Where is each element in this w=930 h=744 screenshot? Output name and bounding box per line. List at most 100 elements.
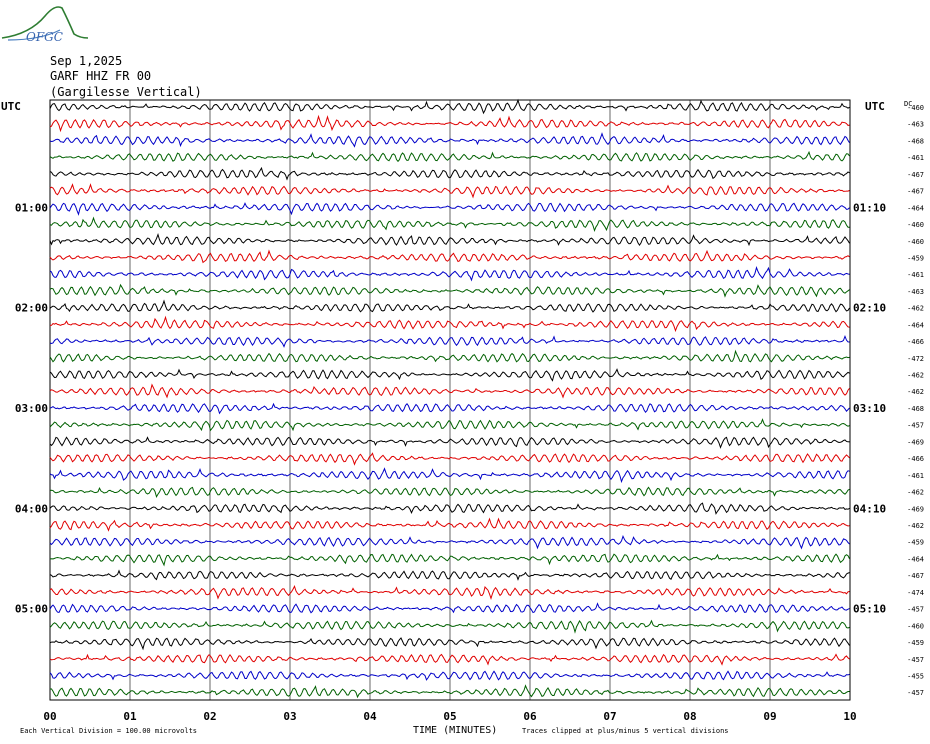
logo-text: OFGC: [26, 30, 63, 44]
x-tick-05: 05: [443, 710, 456, 723]
trace-7: [49, 216, 850, 232]
trace-6: [49, 202, 850, 216]
trace-25: [49, 517, 850, 532]
dc-label: DC: [904, 100, 912, 108]
dc-offset-32: -459: [907, 639, 924, 647]
dc-offset-5: -467: [907, 188, 924, 196]
trace-35: [49, 684, 850, 699]
right-time-03:10: 03:10: [853, 402, 886, 415]
seismic-traces: [49, 98, 850, 699]
trace-11: [49, 283, 850, 298]
trace-32: [49, 637, 850, 651]
x-tick-08: 08: [683, 710, 696, 723]
dc-offset-17: -462: [907, 388, 924, 396]
station-code: GARF HHZ FR 00: [50, 69, 152, 83]
dc-offset-34: -455: [907, 672, 924, 680]
x-tick-00: 00: [43, 710, 56, 723]
dc-offset-20: -469: [907, 438, 924, 446]
x-tick-04: 04: [363, 710, 377, 723]
x-axis-label: TIME (MINUTES): [413, 725, 497, 736]
trace-18: [49, 402, 850, 415]
dc-offset-labels: -460 -463 -468 -461 -467 -467 -464 -460 -460 -459…: [907, 104, 924, 697]
right-time-05:10: 05:10: [853, 603, 886, 616]
dc-offset-28: -467: [907, 572, 924, 580]
station-location: (Gargilesse Vertical): [50, 85, 202, 99]
trace-29: [49, 585, 850, 600]
dc-offset-9: -459: [907, 254, 924, 262]
trace-19: [49, 418, 850, 432]
trace-28: [49, 569, 850, 581]
trace-15: [49, 349, 850, 363]
trace-4: [49, 166, 850, 181]
dc-offset-14: -466: [907, 338, 924, 346]
trace-26: [49, 534, 850, 550]
dc-offset-29: -474: [907, 589, 924, 597]
trace-12: [49, 299, 850, 313]
trace-34: [49, 670, 850, 681]
right-time-02:10: 02:10: [853, 302, 886, 315]
left-time-04:00: 04:00: [15, 502, 48, 515]
left-time-05:00: 05:00: [15, 603, 48, 616]
right-time-04:10: 04:10: [853, 502, 886, 515]
trace-1: [49, 114, 850, 133]
left-utc-label: UTC: [1, 100, 21, 113]
x-tick-09: 09: [763, 710, 776, 723]
dc-offset-23: -462: [907, 489, 924, 497]
dc-offset-21: -466: [907, 455, 924, 463]
dc-offset-1: -463: [907, 121, 924, 129]
x-tick-06: 06: [523, 710, 537, 723]
dc-offset-18: -468: [907, 405, 924, 413]
dc-offset-8: -460: [907, 238, 924, 246]
trace-3: [49, 150, 850, 163]
clip-note: Traces clipped at plus/minus 5 vertical …: [522, 727, 729, 735]
vertical-grid: [129, 100, 771, 700]
dc-offset-11: -463: [907, 288, 924, 296]
left-time-02:00: 02:00: [15, 302, 48, 315]
dc-offset-15: -472: [907, 355, 924, 363]
trace-5: [49, 183, 850, 199]
trace-31: [49, 619, 850, 634]
right-time-labels: 01:10 02:10 03:10 04:10 05:10: [853, 201, 886, 615]
trace-33: [49, 653, 850, 666]
x-tick-02: 02: [203, 710, 216, 723]
dc-offset-13: -464: [907, 321, 924, 329]
left-time-labels: 01:00 02:00 03:00 04:00 05:00: [15, 201, 48, 615]
trace-13: [49, 315, 850, 333]
trace-22: [49, 467, 850, 484]
trace-30: [49, 602, 850, 614]
x-tick-labels: 00 01 02 03 04 05 06 07 08 09 10: [43, 710, 856, 723]
dc-offset-22: -461: [907, 472, 924, 480]
x-tick-10: 10: [843, 710, 856, 723]
trace-10: [49, 266, 850, 282]
dc-offset-27: -464: [907, 555, 924, 563]
trace-8: [49, 233, 850, 247]
left-time-03:00: 03:00: [15, 402, 48, 415]
dc-offset-25: -462: [907, 522, 924, 530]
dc-offset-19: -457: [907, 422, 924, 430]
dc-offset-12: -462: [907, 305, 924, 313]
trace-2: [49, 132, 850, 148]
dc-offset-10: -461: [907, 271, 924, 279]
trace-27: [49, 553, 850, 567]
trace-14: [49, 334, 850, 348]
right-utc-label: UTC: [865, 100, 885, 113]
dc-offset-7: -460: [907, 221, 924, 229]
trace-0: [49, 98, 850, 115]
x-tick-01: 01: [123, 710, 137, 723]
dc-offset-2: -468: [907, 137, 924, 145]
trace-17: [49, 383, 850, 399]
dc-offset-6: -464: [907, 204, 924, 212]
left-time-01:00: 01:00: [15, 201, 48, 214]
dc-offset-24: -469: [907, 505, 924, 513]
dc-offset-33: -457: [907, 656, 924, 664]
trace-9: [49, 249, 850, 264]
dc-offset-26: -459: [907, 539, 924, 547]
dc-offset-30: -457: [907, 606, 924, 614]
dc-offset-31: -460: [907, 622, 924, 630]
trace-24: [49, 502, 850, 515]
dc-offset-3: -461: [907, 154, 924, 162]
x-tick-07: 07: [603, 710, 616, 723]
x-tick-03: 03: [283, 710, 296, 723]
dc-offset-35: -457: [907, 689, 924, 697]
